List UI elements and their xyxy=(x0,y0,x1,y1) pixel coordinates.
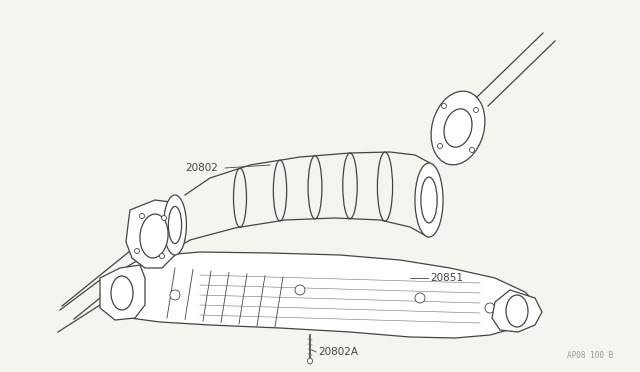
Ellipse shape xyxy=(415,293,425,303)
Ellipse shape xyxy=(134,248,140,253)
Text: 20851: 20851 xyxy=(430,273,463,283)
Ellipse shape xyxy=(474,108,479,112)
Text: 20802A: 20802A xyxy=(318,347,358,357)
Ellipse shape xyxy=(307,358,312,364)
Ellipse shape xyxy=(170,290,180,300)
Ellipse shape xyxy=(295,285,305,295)
Ellipse shape xyxy=(164,195,186,255)
Ellipse shape xyxy=(168,206,182,244)
Ellipse shape xyxy=(159,253,164,259)
Ellipse shape xyxy=(140,214,168,258)
Polygon shape xyxy=(100,265,145,320)
Polygon shape xyxy=(126,200,180,268)
Polygon shape xyxy=(492,290,542,332)
Ellipse shape xyxy=(415,163,443,237)
Ellipse shape xyxy=(438,144,442,148)
Ellipse shape xyxy=(161,215,166,221)
Ellipse shape xyxy=(444,109,472,147)
Ellipse shape xyxy=(485,303,495,313)
Text: 20802: 20802 xyxy=(185,163,218,173)
Ellipse shape xyxy=(431,91,485,165)
Ellipse shape xyxy=(442,103,447,109)
Ellipse shape xyxy=(506,295,528,327)
Ellipse shape xyxy=(140,214,145,218)
Ellipse shape xyxy=(421,177,437,223)
Ellipse shape xyxy=(111,276,133,310)
Text: AP08 100 B: AP08 100 B xyxy=(567,350,613,359)
Ellipse shape xyxy=(470,148,474,153)
Polygon shape xyxy=(100,252,538,338)
